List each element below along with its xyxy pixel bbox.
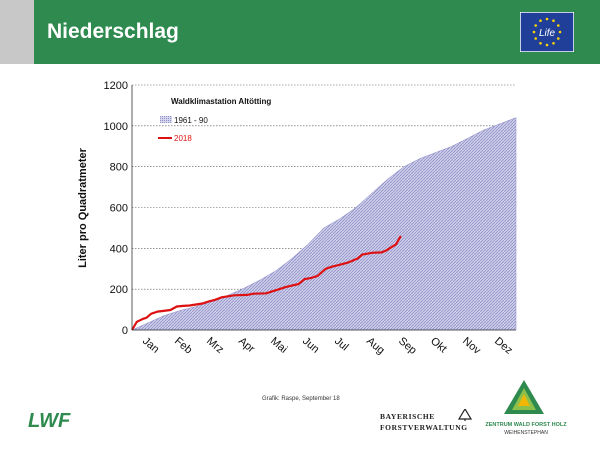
eu-life-logo-icon: Life bbox=[520, 12, 574, 52]
page-title: Niederschlag bbox=[47, 20, 179, 43]
chart-title: Waldklimastation Altötting bbox=[171, 97, 271, 106]
y-tick-label: 0 bbox=[122, 325, 128, 337]
x-tick-label: Jan bbox=[140, 335, 161, 356]
x-tick-label: Sep bbox=[396, 335, 419, 357]
chart-credit: Grafik: Raspe, September 18 bbox=[262, 396, 340, 402]
bfv-logo-line1: BAYERISCHE bbox=[380, 412, 435, 421]
x-tick-label: Apr bbox=[236, 335, 257, 355]
zwfh-logo-line1: ZENTRUM WALD FORST HOLZ bbox=[485, 422, 567, 428]
lwf-logo-text: LWF bbox=[28, 410, 71, 431]
x-tick-label: Mai bbox=[268, 335, 289, 356]
eu-stars bbox=[532, 17, 562, 47]
y-tick-label: 400 bbox=[110, 243, 128, 255]
y-tick-labels: 0 200 400 600 800 1000 1200 bbox=[104, 80, 128, 337]
x-tick-label: Nov bbox=[460, 335, 483, 357]
bfv-logo-line2: FORSTVERWALTUNG bbox=[380, 423, 468, 432]
series-line-2018 bbox=[131, 235, 402, 331]
zwfh-logo-line2: WEIHENSTEPHAN bbox=[504, 430, 548, 436]
precipitation-chart: 0 200 400 600 800 1000 1200 Jan Feb Mrz Apr Mai Jun… bbox=[77, 80, 517, 357]
header-accent bbox=[0, 0, 34, 64]
x-tick-label: Mrz bbox=[204, 335, 226, 356]
lwf-logo-icon: LWF bbox=[28, 410, 71, 431]
x-tick-labels: Jan Feb Mrz Apr Mai Jun Jul Aug Sep Okt Nov Dez bbox=[140, 335, 515, 357]
eu-life-text: Life bbox=[539, 28, 556, 39]
legend-swatch-1961-90 bbox=[160, 116, 172, 123]
y-tick-label: 800 bbox=[110, 162, 128, 174]
x-tick-label: Dez bbox=[492, 335, 515, 357]
y-tick-label: 600 bbox=[110, 203, 128, 215]
y-tick-label: 1200 bbox=[104, 80, 128, 92]
bfv-tree-icon bbox=[458, 409, 472, 421]
zwfh-logo-icon bbox=[504, 380, 544, 414]
header-bar bbox=[34, 0, 600, 64]
x-tick-label: Okt bbox=[428, 335, 449, 355]
x-tick-label: Feb bbox=[172, 335, 194, 356]
series-area-1961-90 bbox=[131, 117, 517, 331]
legend-label-1961-90: 1961 - 90 bbox=[174, 116, 208, 125]
y-axis-label: Liter pro Quadratmeter bbox=[77, 147, 89, 268]
x-tick-label: Jun bbox=[300, 335, 321, 356]
x-tick-label: Aug bbox=[364, 335, 387, 357]
y-tick-label: 1000 bbox=[104, 121, 128, 133]
y-tick-label: 200 bbox=[110, 284, 128, 296]
legend-label-2018: 2018 bbox=[174, 134, 192, 143]
x-tick-label: Jul bbox=[332, 335, 350, 353]
